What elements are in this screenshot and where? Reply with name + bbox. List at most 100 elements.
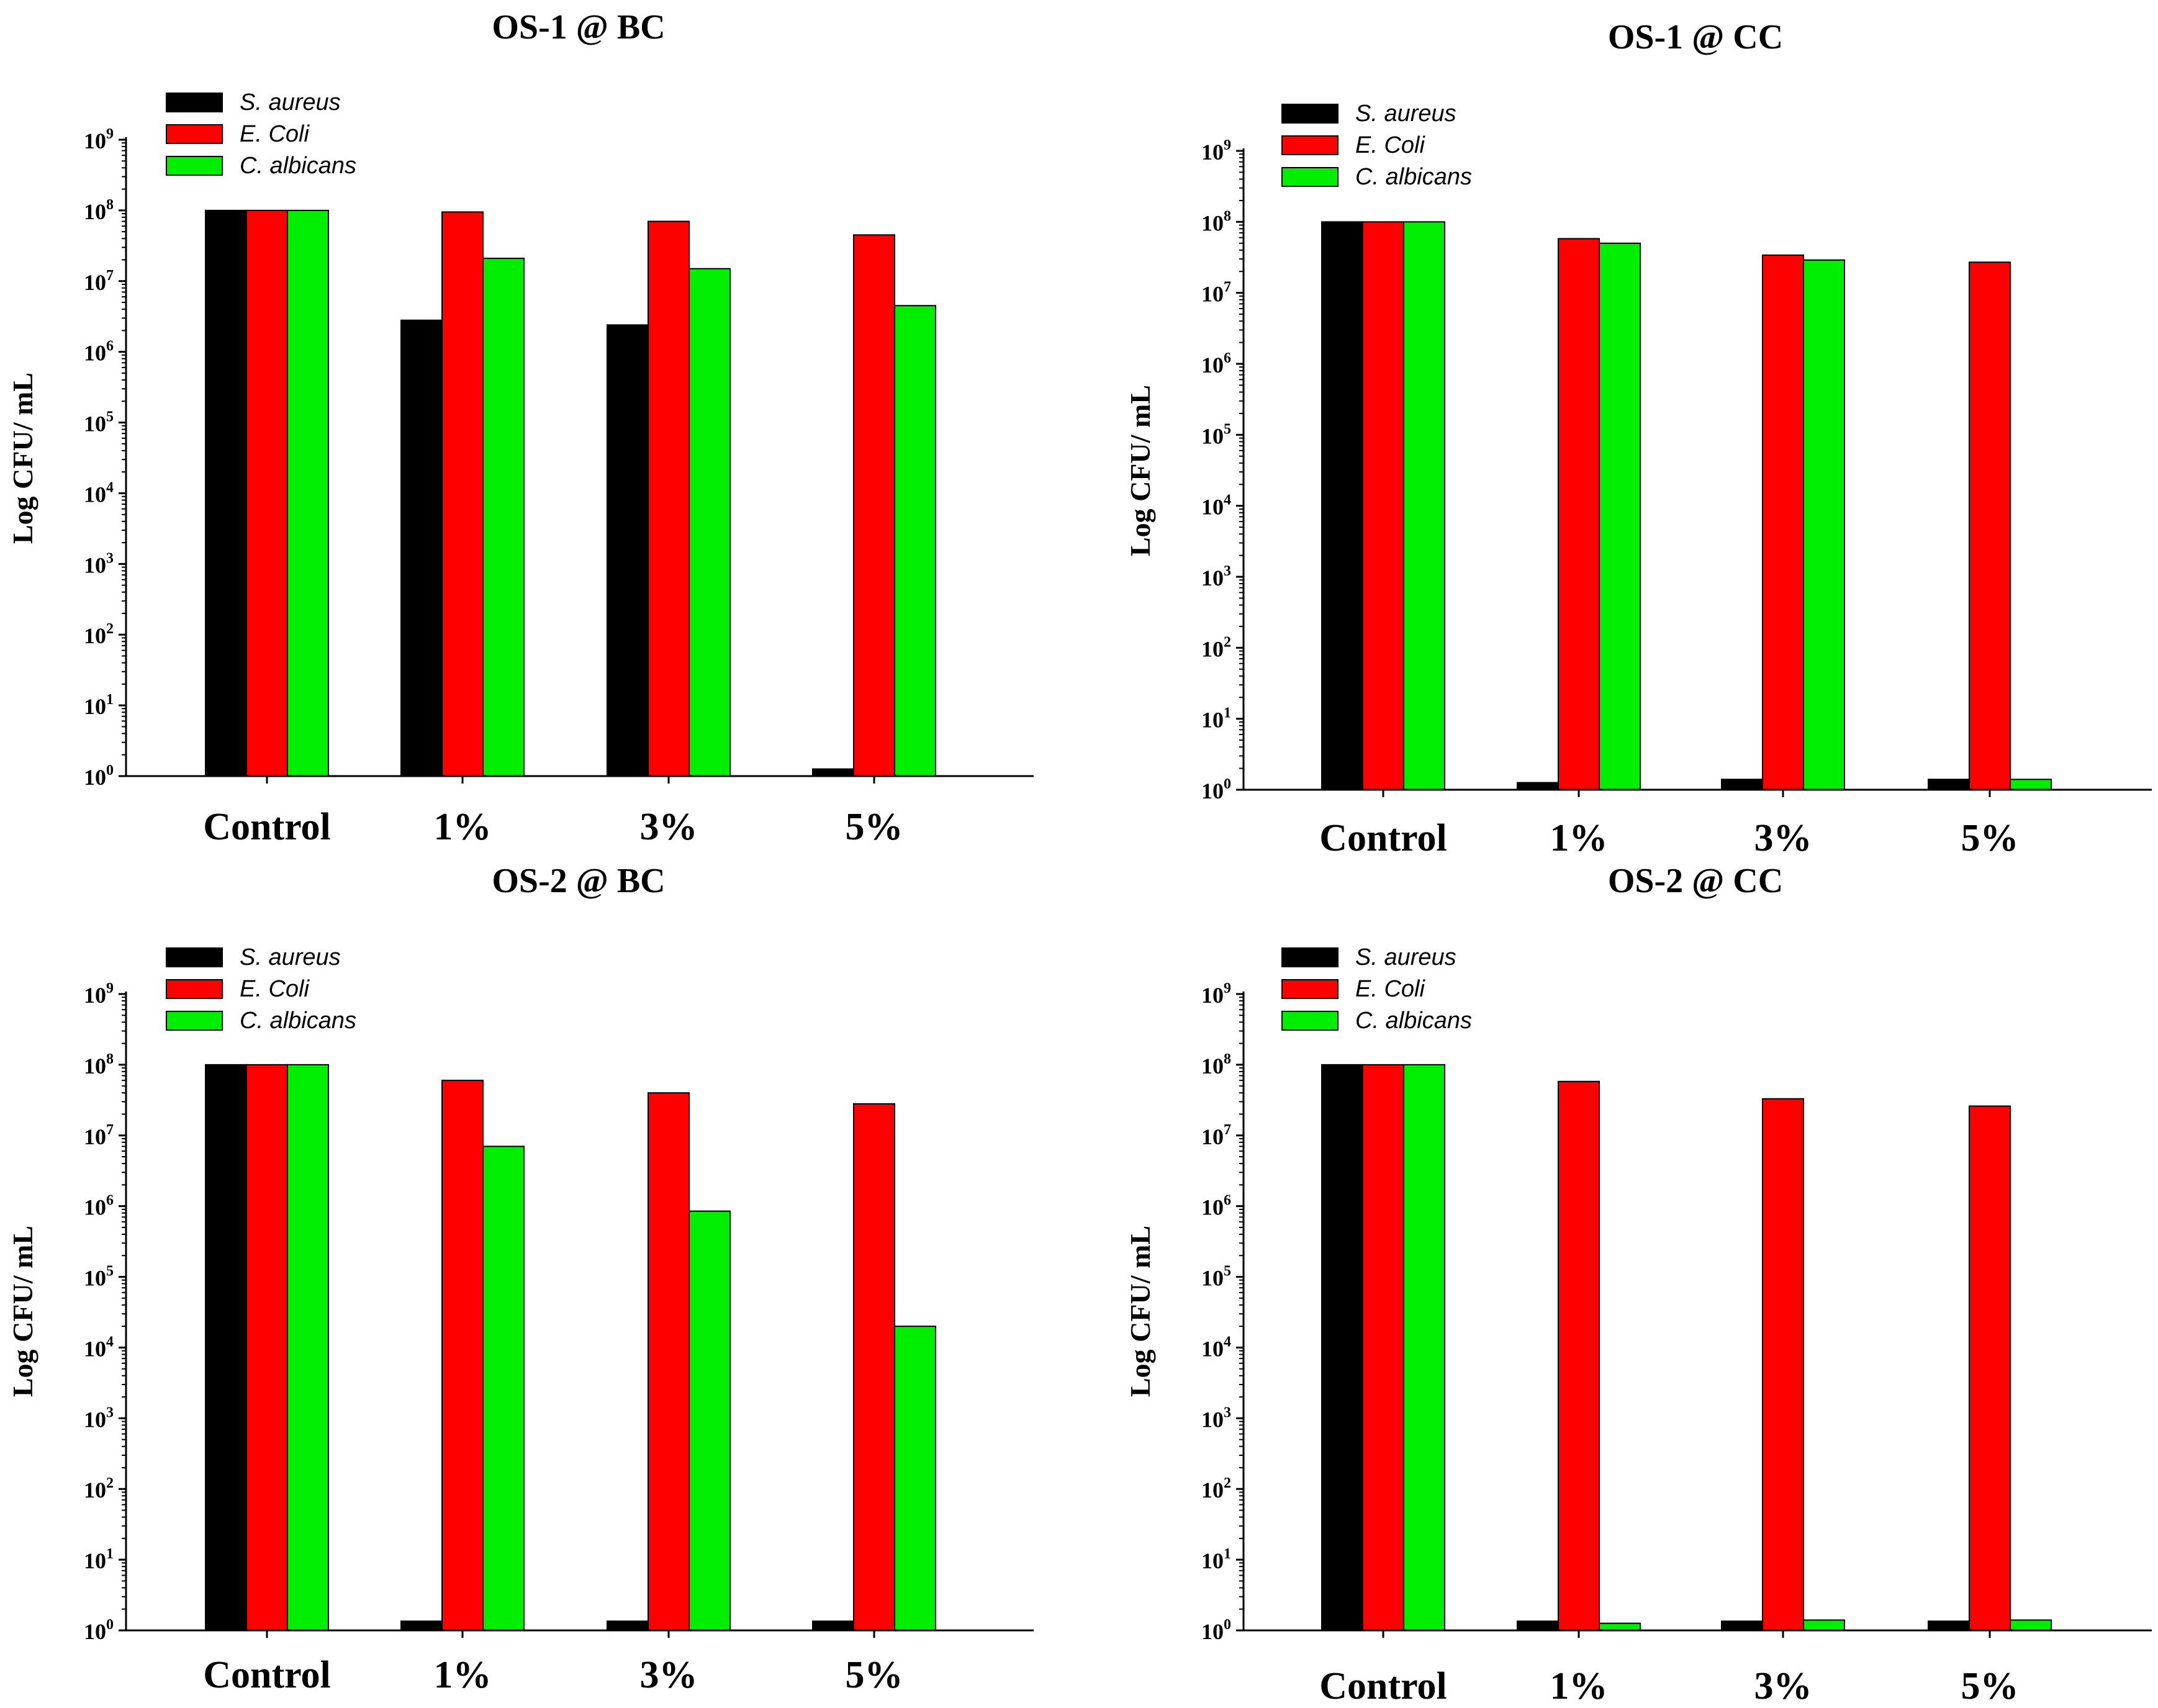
legend-swatch [166, 93, 223, 112]
bar-e-coli-5pct [1969, 1105, 2011, 1632]
bar-e-coli-1pct [441, 211, 484, 777]
y-tick-label: 107 [1201, 1122, 1231, 1149]
legend-label: C. albicans [1355, 164, 1472, 190]
y-tick-base: 10 [1201, 1619, 1224, 1644]
y-tick-label: 102 [84, 1475, 114, 1502]
y-tick-label: 109 [1201, 980, 1231, 1008]
bar-s-aureus-control [1321, 1064, 1363, 1631]
y-tick-base: 10 [84, 983, 106, 1008]
y-tick-label: 107 [1201, 279, 1231, 307]
y-tick-base: 10 [84, 1478, 106, 1502]
y-tick-base: 10 [84, 1407, 106, 1432]
y-tick-exponent: 3 [106, 550, 114, 566]
x-tick-label: Control [1319, 1665, 1447, 1707]
y-tick-exponent: 9 [1224, 980, 1231, 996]
bar-c-albicans-5pct [2010, 1619, 2052, 1632]
x-tick-label: 5% [846, 1654, 903, 1696]
y-tick-exponent: 1 [1224, 1546, 1231, 1562]
bar-c-albicans-1pct [1599, 242, 1641, 790]
bar-s-aureus-3pct [1721, 1620, 1763, 1632]
y-axis-label: Log CFU/ mL [1124, 385, 1156, 556]
y-tick-label: 106 [84, 1193, 114, 1220]
y-tick-label: 105 [1201, 421, 1231, 448]
y-tick-base: 10 [1201, 566, 1224, 590]
bar-c-albicans-1pct [482, 1145, 525, 1632]
legend-label: C. albicans [240, 1008, 356, 1034]
y-tick-base: 10 [1201, 1266, 1224, 1291]
y-tick-label: 103 [84, 550, 114, 577]
legend-swatch [166, 156, 223, 176]
legend-swatch [166, 124, 223, 144]
legend-swatch [1281, 979, 1339, 999]
y-tick-base: 10 [84, 1548, 106, 1573]
y-tick-exponent: 0 [106, 1617, 114, 1633]
legend-swatch [1281, 947, 1339, 967]
y-tick-base: 10 [84, 1054, 106, 1078]
y-tick-base: 10 [84, 199, 106, 224]
y-tick-base: 10 [1201, 282, 1224, 307]
y-tick-base: 10 [84, 1266, 106, 1291]
legend-label: S. aureus [240, 944, 341, 970]
y-tick-base: 10 [1201, 983, 1224, 1008]
legend-swatch [1281, 167, 1339, 187]
bar-s-aureus-control [205, 209, 247, 777]
y-tick-base: 10 [1201, 708, 1224, 733]
y-tick-base: 10 [84, 553, 106, 577]
bar-e-coli-control [1362, 221, 1404, 791]
y-tick-exponent: 3 [1224, 563, 1231, 579]
bar-c-albicans-control [287, 209, 329, 777]
y-tick-base: 10 [1201, 1407, 1224, 1432]
legend-swatch [166, 979, 223, 999]
x-tick-label: 5% [1961, 817, 2019, 859]
x-tick-label: 5% [1961, 1665, 2019, 1707]
bar-c-albicans-1pct [482, 258, 525, 777]
y-tick-label: 108 [84, 1051, 114, 1078]
y-tick-label: 100 [1201, 1617, 1231, 1644]
y-tick-base: 10 [84, 694, 106, 719]
y-tick-exponent: 7 [106, 1122, 114, 1138]
y-tick-exponent: 3 [1224, 1404, 1231, 1421]
y-tick-base: 10 [84, 765, 106, 790]
y-tick-label: 106 [84, 338, 114, 366]
legend-label: E. Coli [1355, 976, 1425, 1002]
y-tick-label: 104 [1201, 492, 1231, 520]
y-tick-exponent: 9 [1224, 137, 1231, 153]
bar-e-coli-control [246, 1064, 288, 1631]
y-tick-label: 106 [1201, 1193, 1231, 1220]
y-tick-exponent: 9 [106, 126, 114, 142]
y-tick-label: 108 [1201, 1051, 1231, 1078]
x-tick-label: Control [203, 806, 331, 848]
bar-s-aureus-5pct [1928, 1620, 1970, 1632]
y-tick-exponent: 8 [106, 1051, 114, 1067]
bar-c-albicans-control [1403, 1064, 1445, 1631]
y-tick-label: 100 [1201, 776, 1231, 803]
legend-label: C. albicans [1355, 1008, 1472, 1034]
y-tick-exponent: 1 [106, 1546, 114, 1562]
y-tick-base: 10 [1201, 353, 1224, 377]
y-tick-label: 105 [84, 1263, 114, 1291]
bar-e-coli-1pct [441, 1080, 484, 1632]
y-tick-base: 10 [84, 129, 106, 153]
bar-s-aureus-5pct [812, 1620, 854, 1632]
bar-c-albicans-control [1403, 221, 1445, 791]
y-tick-exponent: 8 [106, 197, 114, 213]
y-tick-label: 102 [1201, 1475, 1231, 1502]
bar-e-coli-5pct [1969, 261, 2011, 790]
x-tick-label: Control [203, 1654, 331, 1696]
x-tick-label: 1% [1550, 817, 1608, 859]
y-tick-exponent: 7 [1224, 1122, 1231, 1138]
bar-c-albicans-3pct [688, 268, 731, 777]
legend-swatch [166, 1011, 223, 1031]
y-tick-label: 101 [1201, 1546, 1231, 1573]
bar-e-coli-1pct [1558, 1080, 1600, 1631]
y-tick-exponent: 7 [106, 268, 114, 284]
legend-label: E. Coli [240, 976, 310, 1002]
bar-c-albicans-1pct [1599, 1622, 1641, 1631]
y-tick-exponent: 5 [1224, 421, 1231, 437]
bar-c-albicans-5pct [2010, 779, 2052, 791]
y-tick-base: 10 [1201, 1195, 1224, 1220]
x-tick-label: 5% [846, 806, 903, 848]
y-tick-label: 102 [1201, 634, 1231, 661]
x-tick-label: 3% [640, 1654, 698, 1696]
